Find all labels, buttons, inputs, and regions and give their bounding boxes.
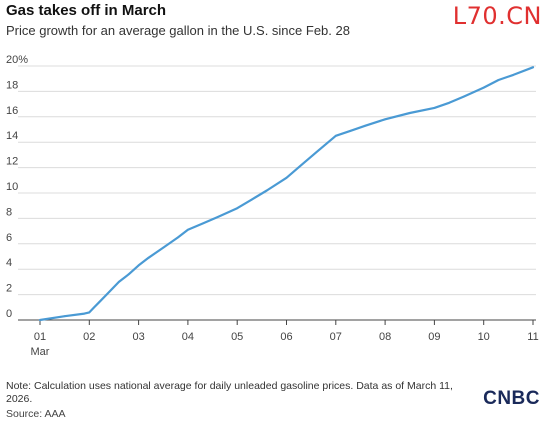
data-point [532,66,534,69]
data-point [433,107,436,109]
data-point [482,86,485,89]
data-point [137,264,140,267]
x-tick-label: 10 [478,331,490,343]
y-tick-label: 20% [6,54,28,66]
x-axis: 01 02 03 04 05 06 07 08 09 10 11 Mar [18,319,539,358]
data-point [384,118,386,121]
x-tick-label: 09 [428,331,440,343]
data-point [63,315,66,318]
data-point [512,74,515,76]
data-point [83,312,86,315]
series-group [38,66,535,322]
data-point [236,207,239,210]
watermark: L70.CN [452,2,542,30]
data-point [88,311,91,314]
data-point [118,281,120,283]
data-point [315,151,317,154]
data-point [364,124,367,127]
data-point [334,134,337,137]
x-tick-label: 06 [280,331,292,343]
y-tick-label: 8 [6,206,12,218]
y-tick-label: 0 [6,308,12,320]
data-point [408,112,411,114]
data-point [98,301,101,304]
data-point [177,236,179,239]
cnbc-logo: CNBC [483,388,540,409]
data-point [216,216,219,219]
x-tick-label: 04 [182,331,194,343]
data-point [127,273,130,276]
data-point [497,79,500,81]
data-point [251,198,253,201]
y-tick-label: 4 [6,257,12,269]
y-tick-label: 14 [6,130,18,142]
data-point [448,101,451,104]
data-point [93,306,96,309]
y-tick-label: 10 [6,181,18,193]
data-point [349,129,352,132]
chart-subtitle: Price growth for an average gallon in th… [6,23,350,38]
y-tick-label: 2 [6,283,12,295]
y-tick-label: 6 [6,232,12,244]
x-tick-label: 11 [527,331,538,343]
x-tick-label: 08 [379,331,391,343]
x-tick-sublabel: Mar [31,346,50,358]
chart-note: Note: Calculation uses national average … [6,380,453,405]
data-point [147,256,150,259]
data-point [187,228,189,231]
chart-source: Source: AAA [6,408,66,420]
data-point [463,95,465,98]
y-axis-ticks: 0 2 4 6 8 10 12 14 16 18 20% [6,54,28,320]
chart-title: Gas takes off in March [6,2,167,19]
gridlines [18,65,536,296]
y-tick-label: 18 [6,79,18,91]
data-point [300,164,303,167]
data-point [39,319,41,321]
data-point [108,291,110,293]
x-tick-label: 02 [83,331,95,343]
series-line [38,66,535,322]
data-point [162,246,165,249]
x-tick-label: 01 [34,331,46,343]
x-tick-label: 03 [132,331,144,343]
x-tick-label: 05 [231,331,243,343]
data-point [201,222,204,225]
y-tick-label: 16 [6,105,18,117]
x-tick-label: 07 [330,331,342,343]
y-tick-label: 12 [6,156,18,168]
data-point [285,176,288,179]
data-point [265,189,268,192]
